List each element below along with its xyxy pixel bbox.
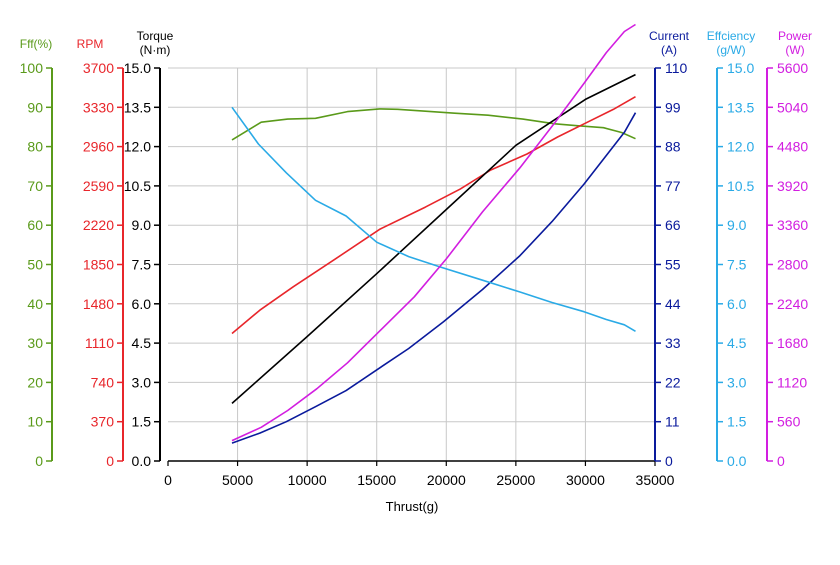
efficiency-tick-label: 12.0 bbox=[727, 139, 754, 155]
current-tick-label: 22 bbox=[665, 374, 681, 390]
x-tick-label: 30000 bbox=[566, 472, 605, 488]
power-axis-title: (W) bbox=[785, 43, 804, 57]
series-lines bbox=[231, 23, 637, 444]
eff_pct-tick-label: 20 bbox=[27, 374, 43, 390]
efficiency-axis-title: (g/W) bbox=[716, 43, 745, 57]
efficiency-tick-label: 4.5 bbox=[727, 335, 747, 351]
efficiency-tick-label: 7.5 bbox=[727, 257, 747, 273]
rpm-tick-label: 1110 bbox=[85, 335, 114, 351]
efficiency-tick-label: 15.0 bbox=[727, 60, 754, 76]
x-tick-label: 5000 bbox=[222, 472, 253, 488]
current-series-line bbox=[231, 112, 637, 444]
x-tick-label: 15000 bbox=[357, 472, 396, 488]
rpm-tick-label: 1850 bbox=[83, 257, 114, 273]
torque-tick-label: 3.0 bbox=[132, 374, 152, 390]
current-tick-label: 55 bbox=[665, 257, 681, 273]
power-tick-label: 4480 bbox=[777, 139, 808, 155]
power-tick-label: 1680 bbox=[777, 335, 808, 351]
efficiency-tick-label: 1.5 bbox=[727, 414, 747, 430]
eff_pct-tick-label: 90 bbox=[27, 99, 43, 115]
power-series-line bbox=[231, 23, 636, 442]
rpm-tick-label: 2960 bbox=[83, 139, 114, 155]
current-tick-label: 110 bbox=[665, 60, 688, 76]
power-tick-label: 1120 bbox=[777, 374, 807, 390]
current-axis-title: (A) bbox=[661, 43, 677, 57]
torque-tick-label: 9.0 bbox=[132, 217, 152, 233]
torque-axis-title: Torque bbox=[137, 29, 174, 43]
torque-tick-label: 7.5 bbox=[132, 257, 152, 273]
power-tick-label: 3360 bbox=[777, 217, 808, 233]
rpm-tick-label: 3700 bbox=[83, 60, 114, 76]
rpm-axis-title: RPM bbox=[77, 37, 104, 51]
eff_pct-tick-label: 30 bbox=[27, 335, 43, 351]
x-tick-label: 0 bbox=[164, 472, 172, 488]
torque-axis-title: (N·m) bbox=[140, 43, 171, 57]
power-tick-label: 2800 bbox=[777, 257, 808, 273]
power-tick-label: 3920 bbox=[777, 178, 808, 194]
x-tick-label: 10000 bbox=[288, 472, 327, 488]
rpm-series-line bbox=[231, 96, 636, 335]
rpm-tick-label: 740 bbox=[91, 374, 115, 390]
rpm-tick-label: 0 bbox=[106, 453, 114, 469]
torque-tick-label: 10.5 bbox=[124, 178, 151, 194]
current-tick-label: 33 bbox=[665, 335, 681, 351]
torque-tick-label: 12.0 bbox=[124, 139, 151, 155]
current-tick-label: 66 bbox=[665, 217, 681, 233]
axes: 0 5000 10000 15000 20000 25000 30000 3500001020… bbox=[20, 29, 812, 488]
eff_pct-tick-label: 0 bbox=[35, 453, 43, 469]
power-axis-title: Power bbox=[778, 29, 812, 43]
x-axis-label: Thrust(g) bbox=[386, 499, 439, 514]
rpm-tick-label: 370 bbox=[91, 414, 115, 430]
power-tick-label: 5040 bbox=[777, 99, 808, 115]
efficiency-axis-title: Effciency bbox=[707, 29, 755, 43]
eff_pct-tick-label: 40 bbox=[27, 296, 43, 312]
rpm-tick-label: 3330 bbox=[83, 99, 114, 115]
torque-tick-label: 6.0 bbox=[132, 296, 152, 312]
rpm-tick-label: 1480 bbox=[83, 296, 114, 312]
current-tick-label: 11 bbox=[665, 414, 680, 430]
current-tick-label: 44 bbox=[665, 296, 681, 312]
eff_pct-tick-label: 100 bbox=[20, 60, 44, 76]
efficiency-tick-label: 13.5 bbox=[727, 99, 754, 115]
current-tick-label: 88 bbox=[665, 139, 681, 155]
efficiency-tick-label: 9.0 bbox=[727, 217, 747, 233]
eff_pct-tick-label: 10 bbox=[27, 414, 43, 430]
eff_pct-tick-label: 70 bbox=[27, 178, 43, 194]
current-tick-label: 77 bbox=[665, 178, 681, 194]
eff_pct-tick-label: 60 bbox=[27, 217, 43, 233]
power-tick-label: 5600 bbox=[777, 60, 808, 76]
power-tick-label: 0 bbox=[777, 453, 785, 469]
rpm-tick-label: 2220 bbox=[83, 217, 114, 233]
torque-tick-label: 0.0 bbox=[132, 453, 152, 469]
current-tick-label: 99 bbox=[665, 99, 681, 115]
efficiency-tick-label: 0.0 bbox=[727, 453, 747, 469]
efficiency-tick-label: 3.0 bbox=[727, 374, 747, 390]
power-tick-label: 2240 bbox=[777, 296, 808, 312]
x-tick-label: 35000 bbox=[636, 472, 675, 488]
grid bbox=[168, 67, 655, 462]
torque-tick-label: 4.5 bbox=[132, 335, 152, 351]
eff_pct-tick-label: 80 bbox=[27, 139, 43, 155]
efficiency-tick-label: 10.5 bbox=[727, 178, 754, 194]
torque-tick-label: 13.5 bbox=[124, 99, 151, 115]
eff_pct-tick-label: 50 bbox=[27, 257, 43, 273]
efficiency-series-line bbox=[231, 106, 636, 332]
rpm-tick-label: 2590 bbox=[83, 178, 114, 194]
eff_pct-series-line bbox=[231, 108, 636, 141]
efficiency-tick-label: 6.0 bbox=[727, 296, 747, 312]
torque-tick-label: 15.0 bbox=[124, 60, 151, 76]
current-axis-title: Current bbox=[649, 29, 690, 43]
current-tick-label: 0 bbox=[665, 453, 673, 469]
power-tick-label: 560 bbox=[777, 414, 801, 430]
torque-series-line bbox=[231, 73, 636, 404]
torque-tick-label: 1.5 bbox=[132, 414, 152, 430]
x-tick-label: 20000 bbox=[427, 472, 466, 488]
x-tick-label: 25000 bbox=[496, 472, 535, 488]
eff_pct-axis-title: Fff(%) bbox=[20, 37, 52, 51]
